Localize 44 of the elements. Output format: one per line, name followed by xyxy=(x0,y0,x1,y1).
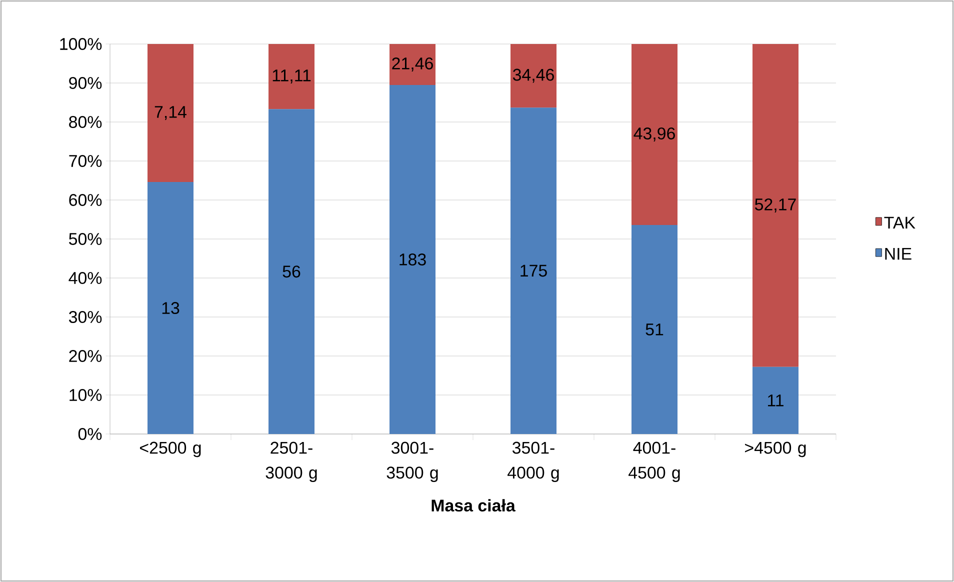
legend-label: TAK xyxy=(884,216,916,229)
annotation: 183 xyxy=(400,253,426,266)
y-tick-label: 50% xyxy=(69,233,102,245)
annotation: 7,14 xyxy=(154,106,186,120)
annotation: 11 xyxy=(768,394,784,406)
bar xyxy=(510,44,556,108)
x-tick-label: 4001-4500 g xyxy=(628,442,680,482)
bar xyxy=(752,366,799,434)
x-tick-label: 2501-3000 g xyxy=(266,442,317,482)
bar xyxy=(268,109,314,434)
legend-label: NIE xyxy=(885,248,912,260)
x-tick-label: 3501-4000 g xyxy=(508,442,559,482)
annotation: 11,11 xyxy=(272,70,311,84)
bar xyxy=(268,44,314,110)
y-tick-label: 30% xyxy=(68,311,102,323)
y-tick-label: 40% xyxy=(68,272,102,284)
y-tick-label: 80% xyxy=(69,116,102,128)
y-tick-label: 0% xyxy=(78,428,102,440)
annotation: 43,96 xyxy=(634,127,675,142)
y-tick-label: 10% xyxy=(70,389,102,401)
bar xyxy=(148,44,194,182)
bar xyxy=(752,44,799,367)
x-tick-label: >4500 g xyxy=(745,442,806,458)
bar xyxy=(390,84,436,434)
annotation: 51 xyxy=(646,324,664,336)
annotation: 34,46 xyxy=(512,68,554,83)
y-tick-label: 60% xyxy=(69,194,102,206)
x-tick-label: <2500 g xyxy=(140,442,201,458)
bar xyxy=(510,108,556,434)
y-tick-label: 70% xyxy=(69,155,102,167)
annotation: 52,17 xyxy=(754,198,796,212)
x-axis-title: Masa ciała xyxy=(432,499,516,512)
annotation: 175 xyxy=(520,264,547,277)
bar xyxy=(632,44,678,225)
bar xyxy=(390,44,436,85)
annotation: 56 xyxy=(282,266,300,278)
bar xyxy=(148,182,194,434)
y-tick-label: 100% xyxy=(60,38,102,50)
y-tick-label: 90% xyxy=(69,77,102,89)
annotation: 13 xyxy=(162,302,180,314)
x-tick-label: 3001-3500 g xyxy=(386,442,438,482)
annotation: 21,46 xyxy=(392,57,433,72)
bar xyxy=(632,224,678,434)
y-tick-label: 20% xyxy=(69,350,102,362)
